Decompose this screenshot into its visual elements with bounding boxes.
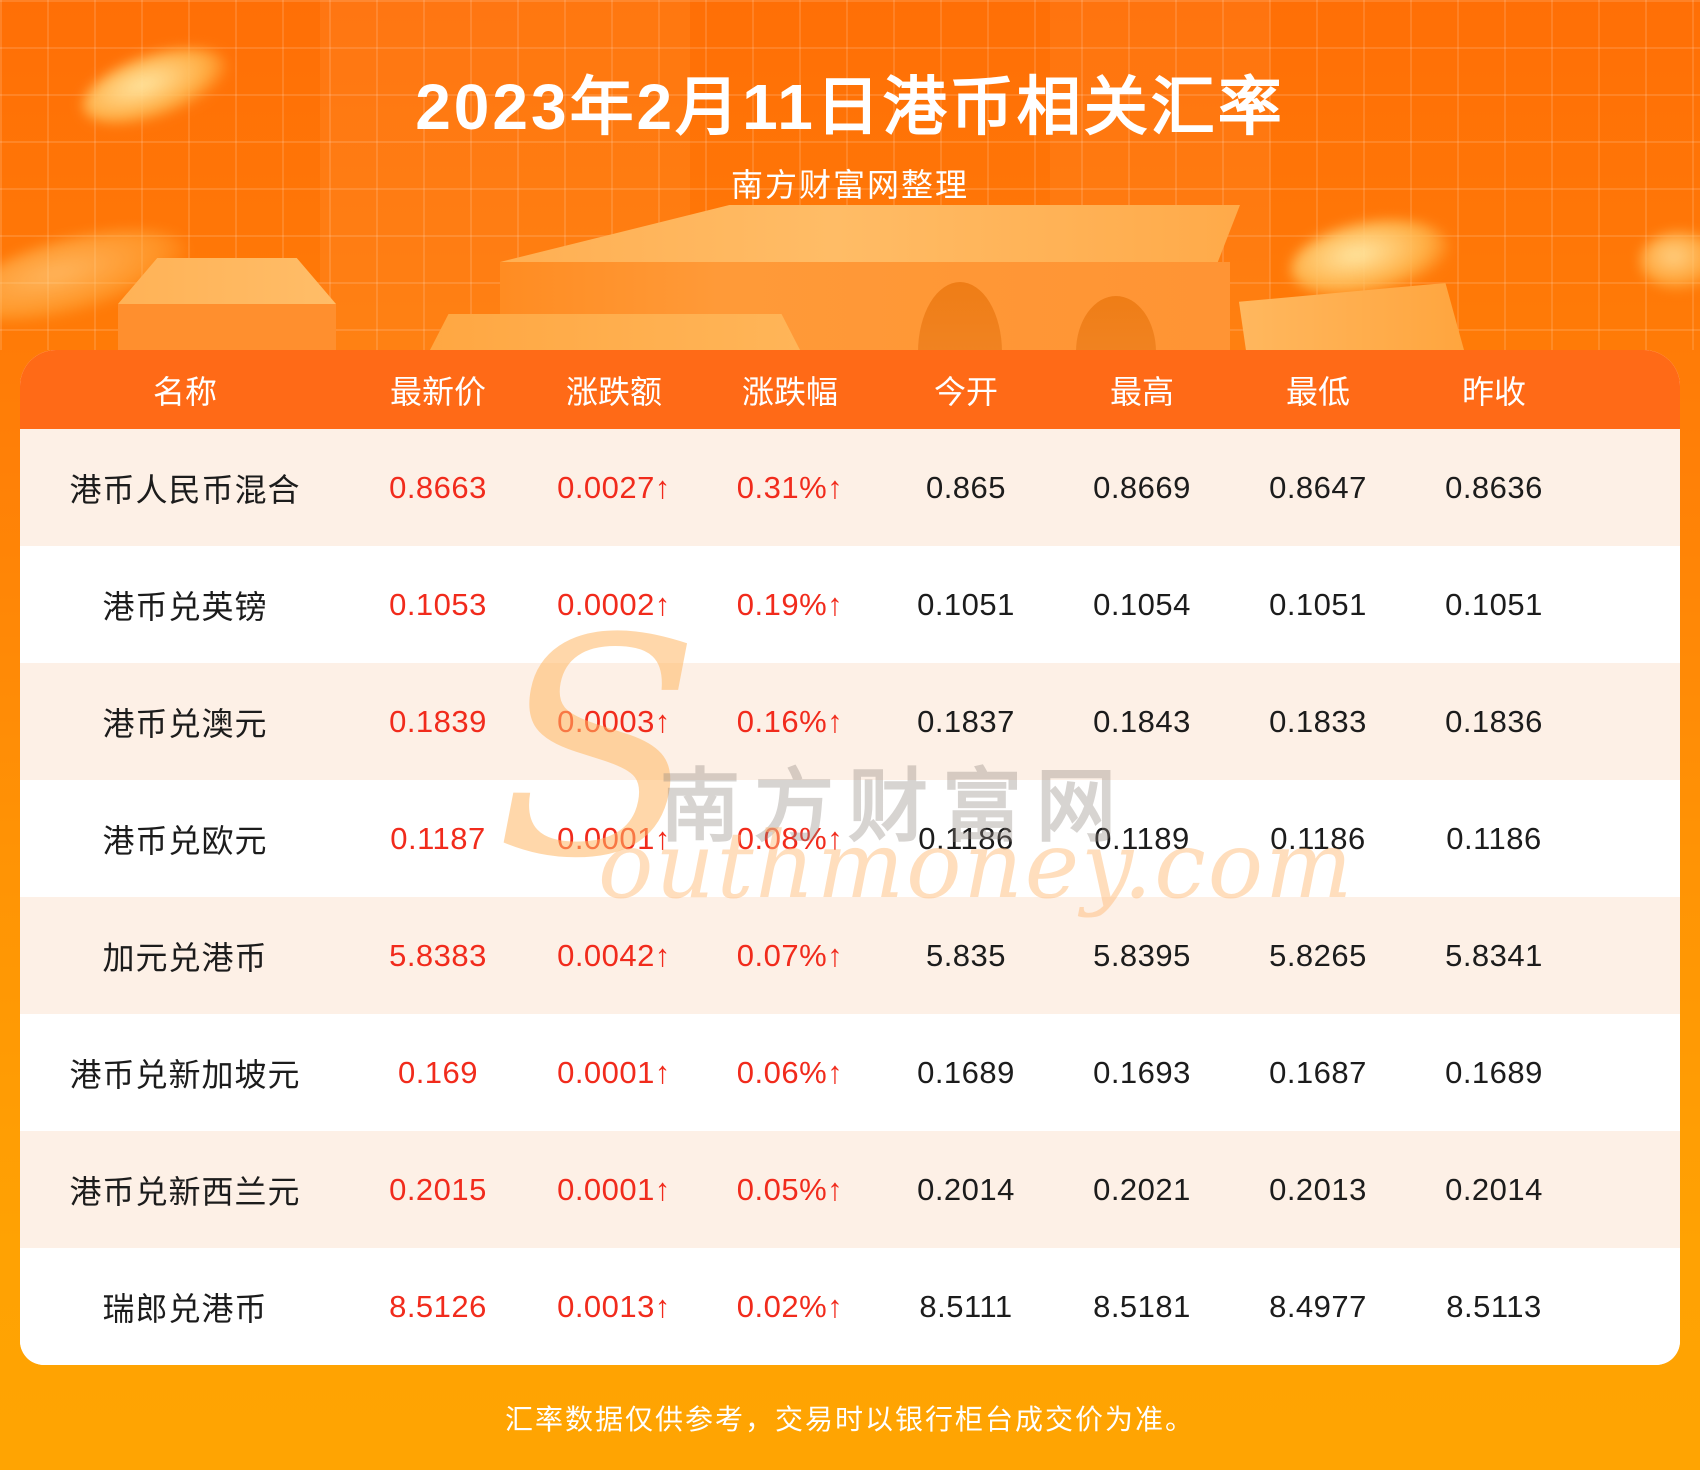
bg-light-band (320, 0, 520, 350)
table-row: 港币兑欧元 0.1187 0.0001↑ 0.08%↑ 0.1186 0.118… (20, 780, 1680, 897)
cell-prev: 0.1051 (1445, 586, 1543, 622)
cell-pct: 0.31%↑ (736, 469, 844, 505)
page-title: 2023年2月11日港币相关汇率 (415, 71, 1285, 143)
table-row: 港币兑新西兰元 0.2015 0.0001↑ 0.05%↑ 0.2014 0.2… (20, 1131, 1680, 1248)
cell-change: 0.0042↑ (557, 937, 671, 973)
cell-pair-name: 加元兑港币 (102, 939, 268, 976)
table-row: 港币兑新加坡元 0.169 0.0001↑ 0.06%↑ 0.1689 0.16… (20, 1014, 1680, 1131)
cell-low: 0.1186 (1270, 820, 1366, 856)
cell-pct: 0.05%↑ (736, 1171, 844, 1207)
col-header-prev: 昨收 (1461, 373, 1526, 410)
cell-low: 0.1051 (1269, 586, 1367, 622)
cell-latest: 0.169 (397, 1054, 479, 1090)
col-header-pct: 涨跌幅 (741, 373, 838, 410)
cell-high: 8.5181 (1093, 1288, 1191, 1324)
cell-pair-name: 瑞郎兑港币 (102, 1290, 268, 1327)
cell-high: 0.2021 (1093, 1171, 1191, 1207)
cell-change: 0.0013↑ (557, 1288, 671, 1324)
col-header-name: 名称 (152, 373, 217, 410)
cell-pair-name: 港币兑澳元 (102, 705, 268, 742)
cell-pct: 0.07%↑ (736, 937, 844, 973)
cell-low: 0.2013 (1269, 1171, 1367, 1207)
cell-high: 0.8669 (1093, 469, 1191, 505)
cell-low: 8.4977 (1269, 1288, 1367, 1324)
cell-prev: 0.1186 (1446, 820, 1542, 856)
cell-change: 0.0001↑ (557, 1171, 671, 1207)
cell-latest: 5.8383 (389, 937, 487, 973)
cell-low: 0.8647 (1269, 469, 1367, 505)
cell-low: 0.1833 (1269, 703, 1367, 739)
cell-open: 0.1051 (917, 586, 1015, 622)
podium-mid-top (430, 314, 800, 350)
cell-open: 0.1186 (918, 820, 1014, 856)
cell-pct: 0.16%↑ (736, 703, 844, 739)
cell-change: 0.0027↑ (557, 469, 671, 505)
col-header-high: 最高 (1109, 373, 1174, 410)
cell-high: 0.1054 (1093, 586, 1191, 622)
cell-pair-name: 港币兑欧元 (102, 822, 268, 859)
table-row: 瑞郎兑港币 8.5126 0.0013↑ 0.02%↑ 8.5111 8.518… (20, 1248, 1680, 1365)
cell-change: 0.0001↑ (557, 1054, 671, 1090)
cell-prev: 0.1689 (1445, 1054, 1543, 1090)
cell-prev: 0.8636 (1445, 469, 1543, 505)
cell-pair-name: 港币兑新西兰元 (69, 1173, 301, 1210)
cell-pair-name: 港币兑新加坡元 (69, 1056, 301, 1093)
cell-pair-name: 港币人民币混合 (69, 471, 301, 508)
cell-change: 0.0003↑ (557, 703, 671, 739)
cell-latest: 0.2015 (389, 1171, 487, 1207)
table-header-row: 名称 最新价 涨跌额 涨跌幅 今开 最高 最低 昨收 (20, 350, 1680, 429)
page-subtitle: 南方财富网整理 (730, 167, 969, 203)
cell-change: 0.0001↑ (557, 820, 671, 856)
cell-latest: 0.8663 (389, 469, 487, 505)
col-header-latest: 最新价 (389, 373, 486, 410)
cell-prev: 0.2014 (1445, 1171, 1543, 1207)
cell-pct: 0.08%↑ (736, 820, 844, 856)
cell-high: 5.8395 (1093, 937, 1191, 973)
col-header-open: 今开 (933, 373, 998, 410)
cell-open: 0.1689 (917, 1054, 1015, 1090)
podium-left-front (118, 304, 336, 350)
cell-pct: 0.06%↑ (736, 1054, 844, 1090)
cell-latest: 0.1053 (389, 586, 487, 622)
cell-prev: 8.5113 (1446, 1288, 1542, 1324)
cell-latest: 8.5126 (389, 1288, 487, 1324)
cell-latest: 0.1839 (389, 703, 487, 739)
cell-change: 0.0002↑ (557, 586, 671, 622)
cell-pair-name: 港币兑英镑 (102, 588, 268, 625)
cell-open: 0.1837 (917, 703, 1015, 739)
table-row: 港币人民币混合 0.8663 0.0027↑ 0.31%↑ 0.865 0.86… (20, 429, 1680, 546)
podium-left-top (118, 258, 336, 304)
table-row: 港币兑澳元 0.1839 0.0003↑ 0.16%↑ 0.1837 0.184… (20, 663, 1680, 780)
cell-open: 5.835 (925, 937, 1007, 973)
cell-high: 0.1693 (1093, 1054, 1191, 1090)
table-row: 港币兑英镑 0.1053 0.0002↑ 0.19%↑ 0.1051 0.105… (20, 546, 1680, 663)
cell-open: 8.5111 (919, 1288, 1013, 1324)
cell-low: 0.1687 (1269, 1054, 1367, 1090)
cell-prev: 5.8341 (1445, 937, 1543, 973)
exchange-rate-table: 名称 最新价 涨跌额 涨跌幅 今开 最高 最低 昨收 港币人民币混合 0.866… (20, 350, 1680, 1365)
cell-latest: 0.1187 (390, 820, 486, 856)
cell-low: 5.8265 (1269, 937, 1367, 973)
cell-high: 0.1843 (1093, 703, 1191, 739)
cell-pct: 0.19%↑ (736, 586, 844, 622)
cell-pct: 0.02%↑ (736, 1288, 844, 1324)
table-row: 加元兑港币 5.8383 0.0042↑ 0.07%↑ 5.835 5.8395… (20, 897, 1680, 1014)
cell-high: 0.1189 (1094, 820, 1190, 856)
coin-blur-far-right (1640, 232, 1700, 290)
col-header-low: 最低 (1285, 373, 1350, 410)
cell-prev: 0.1836 (1445, 703, 1543, 739)
cell-open: 0.2014 (917, 1171, 1015, 1207)
footer-disclaimer: 汇率数据仅供参考，交易时以银行柜台成交价为准。 (504, 1404, 1195, 1435)
cell-open: 0.865 (925, 469, 1007, 505)
col-header-change: 涨跌额 (565, 373, 662, 410)
